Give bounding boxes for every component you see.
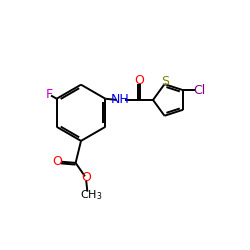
- Text: NH: NH: [111, 94, 130, 106]
- Text: O: O: [135, 74, 144, 87]
- Text: CH$_3$: CH$_3$: [80, 188, 102, 202]
- Text: Cl: Cl: [193, 84, 205, 97]
- Text: F: F: [46, 88, 53, 101]
- Text: S: S: [161, 75, 169, 88]
- Text: O: O: [52, 155, 62, 168]
- Text: O: O: [81, 171, 91, 184]
